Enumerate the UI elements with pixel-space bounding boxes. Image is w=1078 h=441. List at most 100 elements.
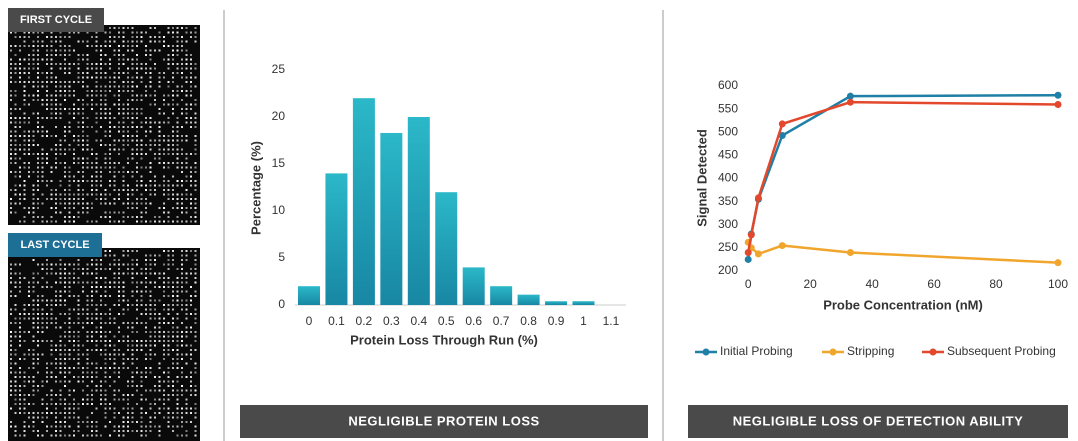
spot bbox=[86, 340, 89, 342]
spot bbox=[185, 430, 188, 432]
spot bbox=[91, 45, 93, 47]
spot bbox=[176, 295, 179, 297]
bar bbox=[517, 294, 540, 305]
spot bbox=[55, 416, 57, 419]
spot bbox=[136, 166, 138, 169]
spot bbox=[46, 153, 48, 155]
spot bbox=[140, 108, 143, 110]
spot bbox=[190, 220, 192, 223]
spot bbox=[176, 268, 179, 270]
spot bbox=[82, 367, 84, 369]
spot bbox=[149, 281, 152, 284]
spot bbox=[86, 148, 89, 151]
spot bbox=[109, 421, 111, 423]
spot bbox=[172, 76, 174, 79]
spot bbox=[73, 434, 75, 437]
spot bbox=[131, 421, 134, 423]
spot bbox=[104, 286, 107, 288]
spot bbox=[73, 281, 75, 284]
spot bbox=[73, 193, 75, 196]
spot bbox=[82, 308, 84, 311]
spot bbox=[176, 313, 179, 315]
spot bbox=[50, 193, 53, 196]
spot bbox=[86, 193, 89, 196]
spot bbox=[14, 322, 17, 324]
spot bbox=[41, 58, 44, 61]
spot bbox=[37, 344, 39, 347]
spot bbox=[145, 313, 147, 315]
spot bbox=[32, 54, 35, 56]
spot bbox=[46, 63, 48, 65]
spot bbox=[181, 344, 183, 347]
spot bbox=[127, 85, 129, 88]
spot bbox=[19, 403, 21, 405]
spot bbox=[149, 189, 152, 191]
spot bbox=[176, 144, 179, 146]
spot bbox=[176, 103, 179, 106]
spot bbox=[86, 135, 89, 137]
spot bbox=[181, 63, 183, 65]
spot bbox=[176, 416, 179, 419]
spot bbox=[64, 126, 66, 128]
spot bbox=[149, 403, 152, 405]
spot bbox=[59, 198, 62, 200]
y-tick-label: 250 bbox=[718, 240, 738, 254]
spot bbox=[55, 117, 57, 119]
spot bbox=[95, 157, 98, 160]
spot bbox=[145, 198, 147, 200]
spot bbox=[194, 40, 197, 43]
spot bbox=[113, 103, 116, 106]
spot bbox=[77, 126, 80, 128]
spot bbox=[154, 263, 156, 266]
spot bbox=[104, 376, 107, 378]
spot bbox=[109, 308, 111, 311]
spot bbox=[118, 277, 120, 279]
spot bbox=[167, 398, 170, 401]
spot bbox=[59, 326, 62, 329]
spot bbox=[23, 216, 26, 218]
spot bbox=[23, 166, 26, 169]
spot bbox=[64, 344, 66, 347]
spot bbox=[95, 304, 98, 306]
spot bbox=[19, 126, 21, 128]
spot bbox=[163, 335, 165, 338]
spot bbox=[136, 220, 138, 223]
spot bbox=[140, 81, 143, 83]
spot bbox=[41, 180, 44, 182]
spot bbox=[86, 211, 89, 214]
point bbox=[744, 249, 752, 256]
spot bbox=[104, 416, 107, 419]
spot bbox=[163, 189, 165, 191]
spot bbox=[32, 184, 35, 187]
spot bbox=[194, 259, 197, 261]
spot bbox=[64, 49, 66, 52]
spot bbox=[41, 403, 44, 405]
spot bbox=[154, 220, 156, 223]
spot bbox=[131, 171, 134, 173]
spot bbox=[131, 63, 134, 65]
spot bbox=[140, 36, 143, 38]
spot bbox=[82, 40, 84, 43]
spot bbox=[181, 322, 183, 324]
x-tick-label: 0.9 bbox=[548, 314, 565, 328]
spot bbox=[68, 85, 71, 88]
spot bbox=[113, 126, 116, 128]
spot bbox=[127, 254, 129, 257]
spot bbox=[100, 403, 102, 405]
spot bbox=[154, 335, 156, 338]
spot bbox=[190, 193, 192, 196]
spot bbox=[104, 358, 107, 360]
spot bbox=[32, 317, 35, 320]
spot bbox=[118, 148, 120, 151]
spot bbox=[104, 90, 107, 92]
spot bbox=[176, 317, 179, 320]
spot bbox=[113, 175, 116, 178]
spot bbox=[154, 331, 156, 333]
spot bbox=[194, 340, 197, 342]
spot bbox=[14, 263, 17, 266]
spot bbox=[91, 313, 93, 315]
spot bbox=[113, 171, 116, 173]
spot bbox=[158, 112, 161, 115]
spot bbox=[100, 175, 102, 178]
spot bbox=[194, 117, 197, 119]
